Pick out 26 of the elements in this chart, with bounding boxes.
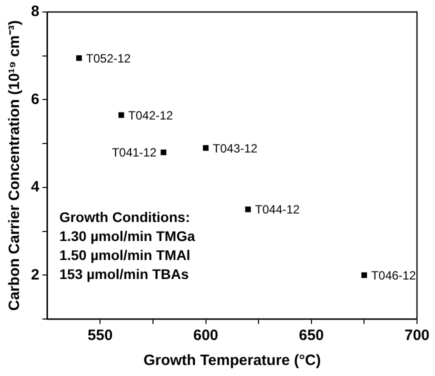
y-tick-label: 8 (31, 3, 40, 20)
point (76, 55, 82, 61)
y-tick-label: 2 (31, 266, 40, 284)
annotation: T052-12 (86, 51, 132, 66)
point (202, 145, 209, 151)
annotation: T044-12 (255, 202, 300, 217)
y-tick-label: 4 (31, 178, 40, 196)
x-tick-label: 600 (193, 327, 218, 344)
point (245, 206, 251, 212)
annotation: Growth Conditions: (59, 209, 190, 225)
x-tick-label: 700 (404, 327, 430, 344)
y-tick-label: 6 (31, 90, 40, 108)
annotation: T046-12 (371, 268, 416, 282)
point (118, 112, 124, 118)
annotation: T041-12 (112, 146, 157, 160)
x-axis-title: Growth Temperature (°C) (143, 352, 321, 370)
y-axis-title: Carbon Carrier Concentration (10¹⁹ cm⁻³) (6, 20, 24, 311)
annotation: 1.30 µmol/min TMGa (59, 228, 196, 244)
x-tick-label: 650 (298, 327, 324, 344)
annotation: T043-12 (212, 141, 258, 156)
x-tick-label: 550 (88, 327, 113, 344)
annotation: 1.50 µmol/min TMAl (59, 247, 190, 263)
annotation: 153 µmol/min TBAs (59, 266, 189, 282)
point (160, 150, 166, 156)
point (361, 272, 368, 278)
annotation: T042-12 (128, 108, 174, 122)
